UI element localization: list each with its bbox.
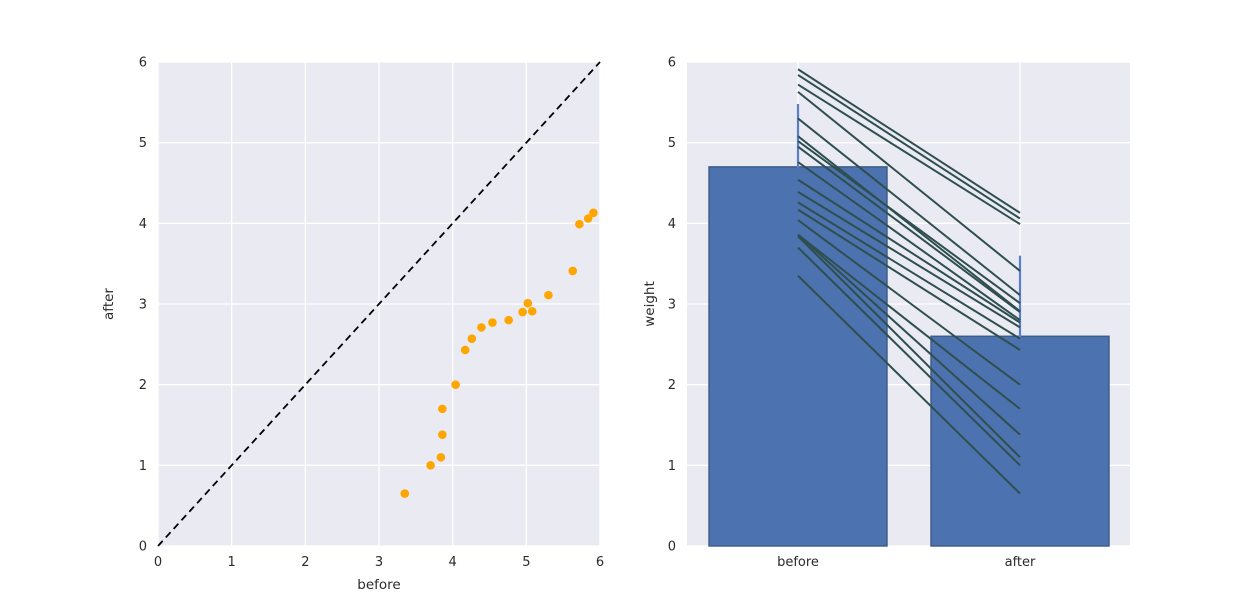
scatter-point bbox=[477, 323, 486, 332]
paired-observation-line bbox=[797, 201, 1021, 340]
ytick-label: 6 bbox=[139, 56, 147, 71]
paired-observation-line bbox=[797, 68, 1021, 214]
scatter-point bbox=[426, 461, 435, 470]
xtick-label: 6 bbox=[596, 555, 604, 570]
xtick-label-after: after bbox=[1005, 555, 1036, 570]
scatter-xlabel: before bbox=[357, 577, 400, 593]
ytick-label: 4 bbox=[139, 217, 147, 232]
ytick-label: 3 bbox=[139, 298, 147, 313]
ytick-label: 3 bbox=[668, 298, 676, 313]
scatter-point bbox=[460, 345, 470, 355]
scatter-point bbox=[400, 489, 410, 498]
bars-group bbox=[708, 166, 1110, 547]
scatter-point bbox=[518, 307, 527, 317]
error-bars-group bbox=[796, 103, 1022, 338]
paired-observation-line bbox=[797, 246, 1021, 467]
scatter-point bbox=[451, 380, 460, 389]
paired-observation-line bbox=[797, 233, 1021, 436]
ytick-label: 0 bbox=[139, 540, 147, 555]
scatter-point bbox=[436, 452, 446, 462]
scatter-point bbox=[488, 318, 497, 327]
bar-ylabel: weight bbox=[642, 281, 658, 327]
xtick-label-before: before bbox=[777, 555, 819, 570]
ytick-label: 0 bbox=[668, 540, 676, 555]
scatter-xtick-labels: 0 1 2 3 4 5 6 bbox=[154, 555, 604, 570]
paired-observation-line bbox=[797, 117, 1021, 296]
bar-ytick-labels: 0 1 2 3 4 5 6 bbox=[668, 56, 676, 555]
ytick-label: 1 bbox=[139, 459, 147, 474]
ytick-label: 2 bbox=[668, 378, 676, 393]
ytick-label: 4 bbox=[668, 217, 676, 232]
ytick-label: 2 bbox=[139, 378, 147, 393]
xtick-label: 1 bbox=[228, 555, 236, 570]
scatter-points-group bbox=[400, 208, 598, 498]
xtick-label: 0 bbox=[154, 555, 162, 570]
paired-observation-line bbox=[797, 235, 1021, 458]
paired-observation-line bbox=[797, 145, 1021, 313]
identity-dashed-line bbox=[157, 61, 601, 547]
paired-observation-line bbox=[797, 208, 1021, 351]
xtick-label: 5 bbox=[522, 555, 530, 570]
scatter-point bbox=[504, 315, 513, 325]
ytick-label: 5 bbox=[668, 136, 676, 151]
paired-observation-line bbox=[797, 83, 1021, 225]
scatter-ytick-labels: 0 1 2 3 4 5 6 bbox=[139, 56, 147, 555]
bar-xtick-labels: before after bbox=[777, 555, 1036, 570]
bar-before bbox=[708, 166, 888, 547]
scatter-point bbox=[467, 334, 477, 343]
scatter-point bbox=[438, 404, 447, 414]
xtick-label: 3 bbox=[375, 555, 383, 570]
scatter-ylabel: after bbox=[101, 288, 117, 320]
paired-observation-line bbox=[797, 91, 1021, 272]
scatter-subplot: 0 1 2 3 4 5 6 0 1 2 3 4 5 6 before after bbox=[101, 56, 604, 594]
scatter-point bbox=[589, 208, 598, 218]
scatter-point bbox=[568, 266, 578, 276]
paired-observation-line bbox=[797, 178, 1021, 324]
scatter-point bbox=[523, 298, 533, 308]
paired-lines-group bbox=[797, 68, 1021, 495]
scatter-point bbox=[575, 219, 584, 229]
paired-observation-line bbox=[797, 140, 1021, 305]
scatter-point bbox=[438, 430, 447, 439]
paired-observation-line bbox=[797, 275, 1021, 495]
scatter-point bbox=[527, 306, 537, 316]
ytick-label: 1 bbox=[668, 459, 676, 474]
scatter-point bbox=[544, 290, 553, 300]
xtick-label: 2 bbox=[301, 555, 309, 570]
paired-observation-line bbox=[797, 74, 1021, 220]
scatter-point bbox=[583, 214, 593, 223]
ytick-label: 6 bbox=[668, 56, 676, 71]
xtick-label: 4 bbox=[449, 555, 457, 570]
paired-observation-line bbox=[797, 233, 1021, 410]
bar-after bbox=[930, 335, 1110, 547]
bar-subplot: before after 0 1 2 3 4 5 6 weight bbox=[642, 56, 1130, 570]
ytick-label: 5 bbox=[139, 136, 147, 151]
paired-observation-line bbox=[797, 161, 1021, 321]
paired-observation-line bbox=[797, 135, 1021, 313]
paired-observation-line bbox=[797, 219, 1021, 386]
paired-observation-line bbox=[797, 191, 1021, 329]
